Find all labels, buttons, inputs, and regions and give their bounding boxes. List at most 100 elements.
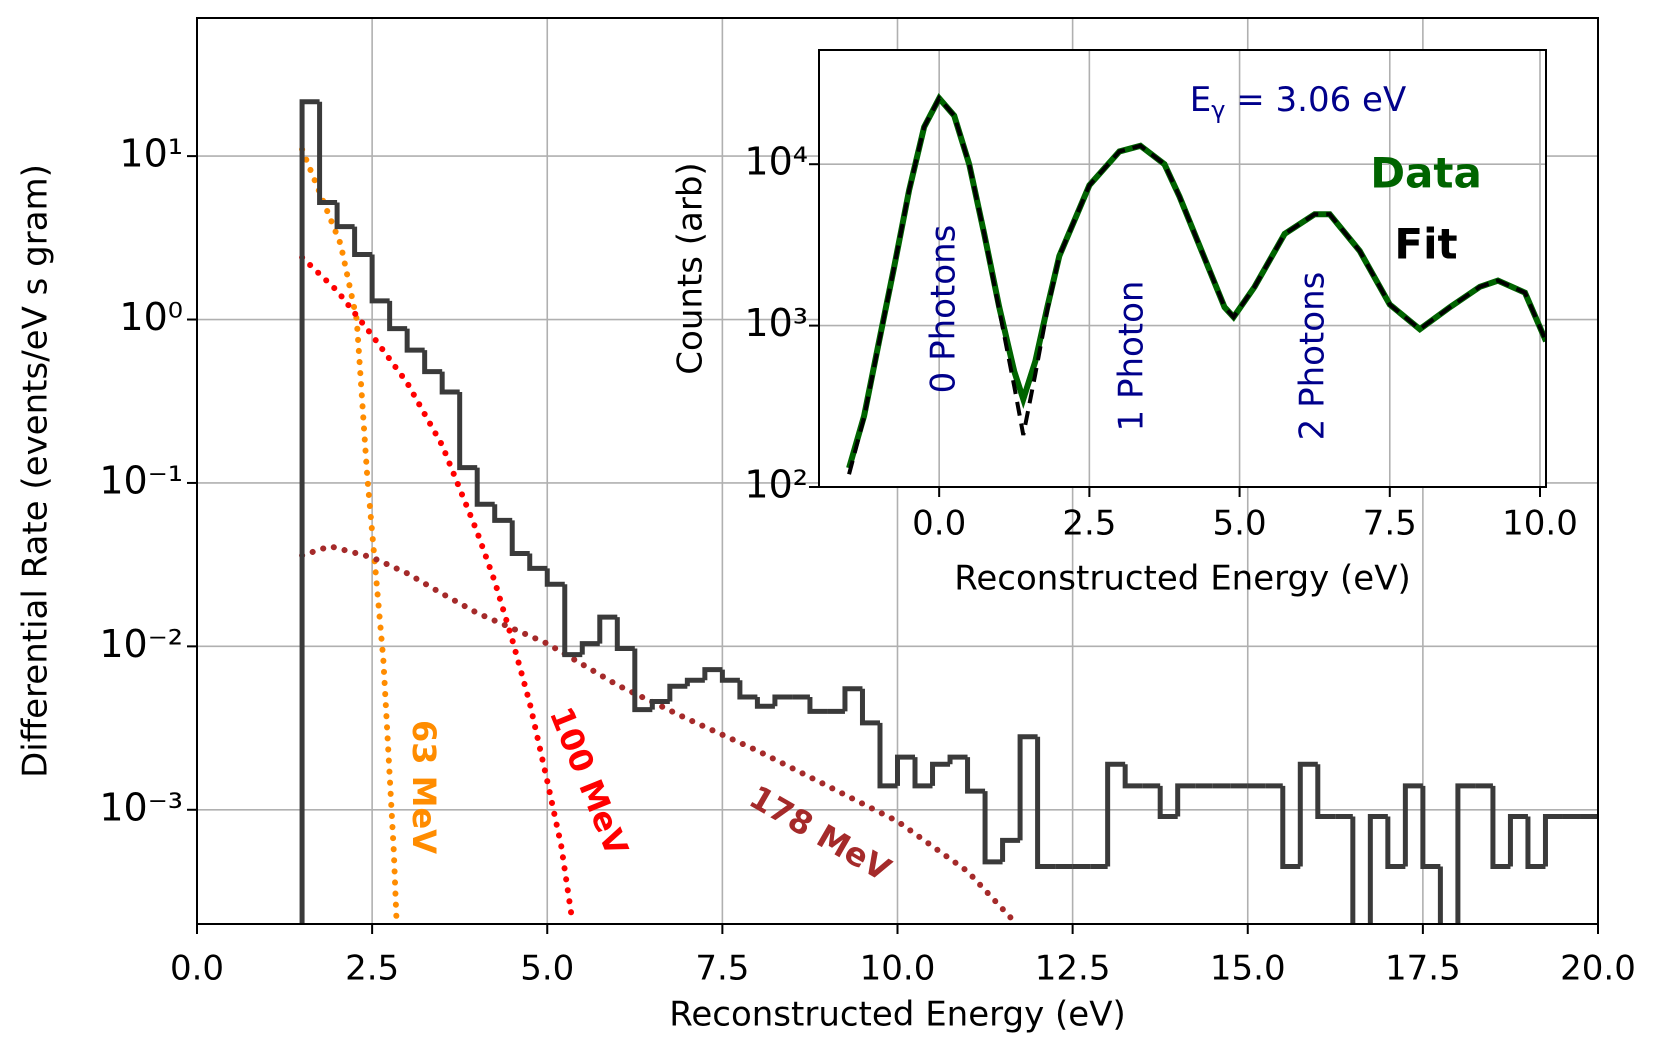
y-tick-label: 10⁻² bbox=[99, 622, 183, 666]
histogram-bin bbox=[719, 669, 740, 683]
histogram-bin bbox=[1542, 813, 1563, 867]
histogram-bin bbox=[474, 467, 495, 507]
histogram-bin bbox=[614, 617, 635, 652]
peak-annotation: 2 Photons bbox=[1293, 272, 1333, 441]
model-curve bbox=[299, 543, 1020, 924]
x-axis-label: Reconstructed Energy (eV) bbox=[669, 995, 1126, 1035]
histogram-bin bbox=[1385, 816, 1406, 869]
y-tick-label: 10⁰ bbox=[119, 295, 183, 339]
histogram-bin bbox=[1280, 785, 1301, 869]
x-tick-label: 7.5 bbox=[695, 949, 749, 989]
histogram-bin bbox=[877, 722, 898, 789]
histogram-bin bbox=[1035, 736, 1056, 869]
energy-base: E bbox=[1190, 80, 1211, 120]
histogram-bin bbox=[1122, 764, 1143, 789]
histogram-bin bbox=[1105, 761, 1126, 867]
histogram-bin bbox=[649, 698, 670, 710]
histogram-bin bbox=[1402, 783, 1423, 867]
y-axis-label: Counts (arb) bbox=[671, 162, 711, 374]
x-tick-label: 12.5 bbox=[1035, 949, 1111, 989]
x-tick-label: 2.5 bbox=[1062, 504, 1116, 544]
histogram-bin bbox=[1455, 783, 1476, 924]
y-tick-label: 10⁴ bbox=[744, 140, 808, 184]
histogram-bin bbox=[334, 202, 355, 230]
histogram-bin bbox=[317, 101, 338, 206]
x-tick-label: 7.5 bbox=[1363, 504, 1417, 544]
plot-area bbox=[299, 99, 1598, 924]
histogram-bin bbox=[1350, 816, 1356, 924]
histogram-bin bbox=[982, 791, 1003, 865]
histogram-bin bbox=[842, 686, 863, 712]
histogram-bin bbox=[1437, 866, 1443, 924]
histogram-bin bbox=[1000, 837, 1021, 862]
x-tick-label: 10.0 bbox=[1502, 504, 1578, 544]
histogram-bin bbox=[527, 553, 548, 571]
inset-chart: 0.0 2.5 5.0 7.5 10.0 10² 10³ 10⁴ 0 Photons 1 Phot… bbox=[671, 49, 1578, 599]
histogram-bin bbox=[509, 520, 530, 557]
histogram-bin bbox=[772, 694, 793, 707]
histogram-bin bbox=[1315, 764, 1336, 819]
histogram-bin bbox=[387, 300, 408, 332]
histogram-bin bbox=[684, 677, 705, 687]
histogram-bin bbox=[754, 696, 775, 709]
histogram-bin bbox=[1367, 813, 1388, 924]
x-tick-label: 20.0 bbox=[1560, 949, 1636, 989]
legend-entry: Fit bbox=[1394, 220, 1457, 269]
histogram-bin bbox=[947, 754, 968, 765]
histogram-bin bbox=[1490, 785, 1511, 869]
histogram-bin bbox=[579, 641, 600, 655]
axes-frame bbox=[196, 17, 1599, 925]
plot-area bbox=[846, 93, 1546, 475]
y-tick-label: 10³ bbox=[744, 301, 808, 345]
x-tick-label: 2.5 bbox=[345, 949, 399, 989]
histogram-bin bbox=[895, 754, 916, 786]
histogram-bin bbox=[1525, 816, 1546, 869]
histogram-bin bbox=[544, 568, 565, 587]
histogram-bin bbox=[1157, 785, 1178, 819]
energy-annotation: Eγ = 3.06 eV bbox=[1190, 80, 1406, 125]
peak-annotation: 1 Photon bbox=[1112, 281, 1152, 432]
histogram-bin bbox=[702, 667, 723, 681]
histogram-bin bbox=[299, 99, 320, 924]
model-curve bbox=[299, 254, 575, 921]
energy-sub: γ bbox=[1211, 96, 1225, 124]
histogram-bin bbox=[912, 757, 933, 789]
x-axis-label: Reconstructed Energy (eV) bbox=[954, 559, 1411, 599]
peak-annotation: 0 Photons bbox=[924, 225, 964, 394]
x-tick-label: 5.0 bbox=[520, 949, 574, 989]
histogram-bin bbox=[369, 254, 390, 304]
y-tick-label: 10² bbox=[744, 463, 808, 507]
histogram-bin bbox=[667, 683, 688, 702]
axes-frame bbox=[818, 49, 1547, 488]
plot-background bbox=[819, 50, 1546, 487]
histogram-bin bbox=[1017, 734, 1038, 841]
histogram-bin bbox=[632, 648, 653, 713]
curve-label: 63 MeV bbox=[405, 720, 443, 854]
histogram-bin bbox=[1175, 783, 1196, 817]
histogram-bin bbox=[492, 504, 513, 523]
histogram-bin bbox=[859, 688, 880, 726]
histogram-bin bbox=[422, 350, 443, 375]
histogram-bin bbox=[597, 614, 618, 644]
legend-entry: Data bbox=[1370, 149, 1482, 198]
y-tick-label: 10⁻³ bbox=[99, 785, 183, 829]
histogram-bin bbox=[1297, 761, 1318, 867]
y-tick-label: 10¹ bbox=[119, 132, 183, 176]
histogram-bin bbox=[439, 371, 460, 395]
x-tick-label: 15.0 bbox=[1210, 949, 1286, 989]
x-tick-label: 17.5 bbox=[1385, 949, 1461, 989]
histogram-bin bbox=[965, 757, 986, 794]
histogram-bin bbox=[352, 226, 373, 257]
x-tick-label: 10.0 bbox=[860, 949, 936, 989]
x-tick-label: 5.0 bbox=[1213, 504, 1267, 544]
histogram-bin bbox=[737, 680, 758, 700]
x-tick-label: 0.0 bbox=[912, 504, 966, 544]
energy-rest: = 3.06 eV bbox=[1225, 80, 1406, 120]
histogram-bin bbox=[404, 328, 425, 353]
histogram-bin bbox=[457, 392, 478, 471]
y-tick-label: 10⁻¹ bbox=[99, 458, 183, 502]
histogram-bin bbox=[562, 584, 583, 658]
x-tick-label: 0.0 bbox=[170, 949, 224, 989]
